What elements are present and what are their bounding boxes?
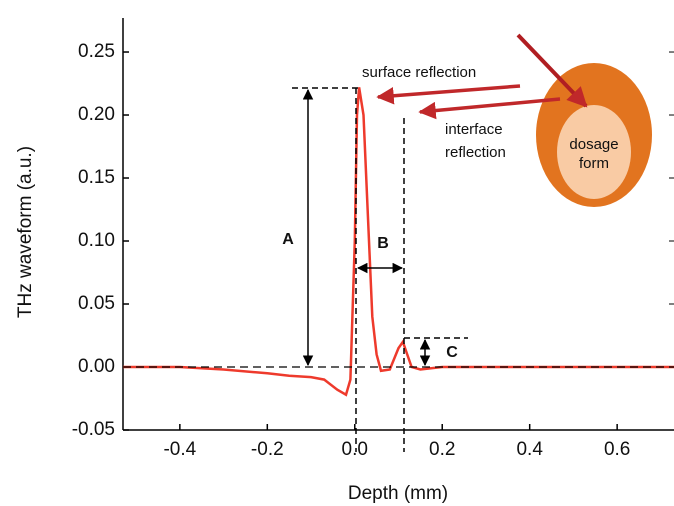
annotation: surface reflection xyxy=(362,64,476,81)
y-axis-title: THz waveform (a.u.) xyxy=(15,146,36,318)
y-tick-label: 0.05 xyxy=(78,293,115,314)
dosage-inner xyxy=(557,105,631,199)
y-tick-label: 0.20 xyxy=(78,104,115,125)
annotation: form xyxy=(579,155,609,172)
y-tick-label: 0.10 xyxy=(78,230,115,251)
annotation: interface xyxy=(445,121,503,138)
plot-area: -0.05 0.00 0.05 0.10 0.15 0.20 0.25 -0.4 -0.2 0.0… xyxy=(72,18,674,460)
y-tick-label: 0.00 xyxy=(78,356,115,377)
x-tick-label: 0.2 xyxy=(429,439,455,460)
x-tick-label: 0.0 xyxy=(342,439,368,460)
annotation: dosage xyxy=(569,136,618,153)
arrow-surface xyxy=(376,84,521,105)
y-tick-label: 0.25 xyxy=(78,41,115,62)
y-tick-label: -0.05 xyxy=(72,419,115,440)
label-a: A xyxy=(282,231,294,248)
arrow-interface xyxy=(418,97,561,120)
label-b: B xyxy=(377,235,389,252)
annotations xyxy=(292,87,468,452)
annotation: reflection xyxy=(445,144,506,161)
arrow-incident xyxy=(516,33,588,108)
x-tick-label: -0.4 xyxy=(163,439,196,460)
label-c: C xyxy=(446,344,458,361)
waveform-line xyxy=(123,87,674,397)
x-tick-label: 0.4 xyxy=(516,439,543,460)
x-tick-label: -0.2 xyxy=(251,439,284,460)
x-axis-title: Depth (mm) xyxy=(348,483,448,504)
y-tick-label: 0.15 xyxy=(78,167,115,188)
x-tick-label: 0.6 xyxy=(604,439,630,460)
